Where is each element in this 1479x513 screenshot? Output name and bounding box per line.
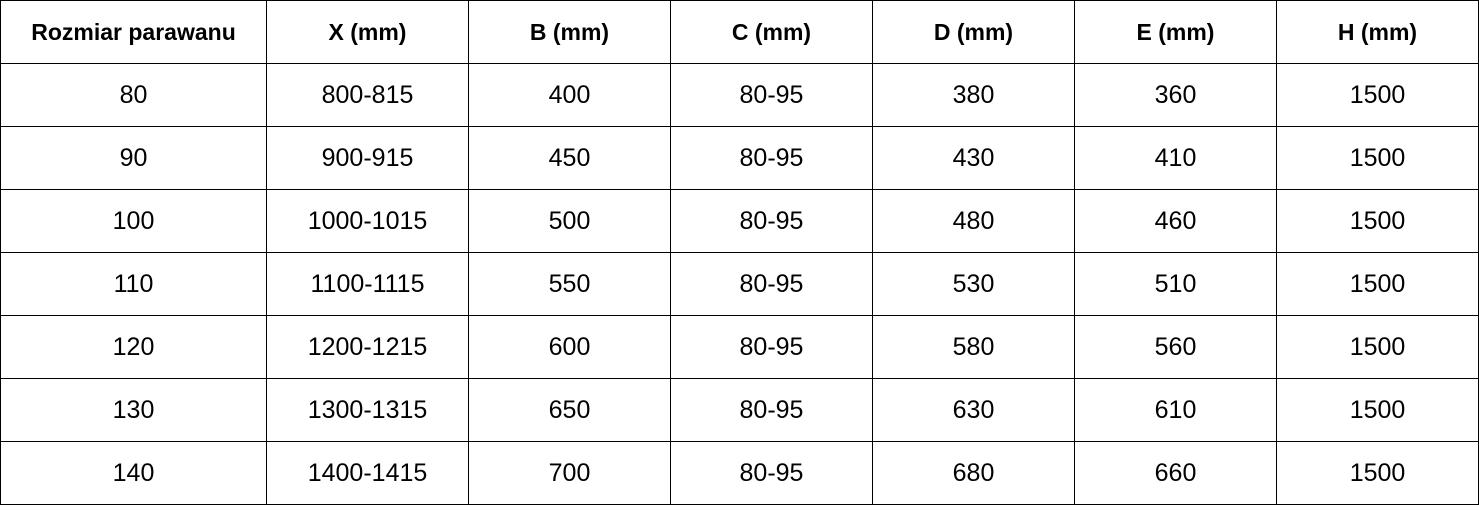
table-row: 140 1400-1415 700 80-95 680 660 1500 <box>0 441 1479 505</box>
table-cell: 1500 <box>1276 189 1479 253</box>
table-cell: 1100-1115 <box>266 252 469 316</box>
table-row: 80 800-815 400 80-95 380 360 1500 <box>0 63 1479 127</box>
table-cell: 660 <box>1074 441 1277 505</box>
table-cell: 560 <box>1074 315 1277 379</box>
table-cell: 1500 <box>1276 126 1479 190</box>
table-cell: 1000-1015 <box>266 189 469 253</box>
table-cell: 1500 <box>1276 252 1479 316</box>
table-cell: 80-95 <box>670 63 873 127</box>
table-cell: 460 <box>1074 189 1277 253</box>
table-cell: 680 <box>872 441 1075 505</box>
table-cell: 580 <box>872 315 1075 379</box>
table-cell: 1400-1415 <box>266 441 469 505</box>
table-cell: 410 <box>1074 126 1277 190</box>
table-cell: 1500 <box>1276 378 1479 442</box>
header-row: Rozmiar parawanu X (mm) B (mm) C (mm) D (mm)… <box>0 0 1479 64</box>
table-row: 110 1100-1115 550 80-95 530 510 1500 <box>0 252 1479 316</box>
table-cell: 500 <box>468 189 671 253</box>
column-header: E (mm) <box>1074 0 1277 64</box>
table-cell: 450 <box>468 126 671 190</box>
table-row: 130 1300-1315 650 80-95 630 610 1500 <box>0 378 1479 442</box>
table-row: 100 1000-1015 500 80-95 480 460 1500 <box>0 189 1479 253</box>
table-cell: 80-95 <box>670 441 873 505</box>
column-header: C (mm) <box>670 0 873 64</box>
table-cell: 400 <box>468 63 671 127</box>
column-header: B (mm) <box>468 0 671 64</box>
table-cell: 650 <box>468 378 671 442</box>
table-cell: 430 <box>872 126 1075 190</box>
table-cell: 80-95 <box>670 252 873 316</box>
column-header: D (mm) <box>872 0 1075 64</box>
table-cell: 900-915 <box>266 126 469 190</box>
table-cell: 110 <box>0 252 267 316</box>
table-cell: 80 <box>0 63 267 127</box>
table-cell: 80-95 <box>670 378 873 442</box>
table-cell: 80-95 <box>670 315 873 379</box>
table-cell: 600 <box>468 315 671 379</box>
table-cell: 140 <box>0 441 267 505</box>
table-cell: 1500 <box>1276 441 1479 505</box>
table-cell: 80-95 <box>670 126 873 190</box>
column-header: X (mm) <box>266 0 469 64</box>
table-row: 120 1200-1215 600 80-95 580 560 1500 <box>0 315 1479 379</box>
table-cell: 80-95 <box>670 189 873 253</box>
table-cell: 130 <box>0 378 267 442</box>
table-cell: 550 <box>468 252 671 316</box>
table-cell: 700 <box>468 441 671 505</box>
table-cell: 1200-1215 <box>266 315 469 379</box>
table-cell: 120 <box>0 315 267 379</box>
table-cell: 380 <box>872 63 1075 127</box>
column-header: H (mm) <box>1276 0 1479 64</box>
table-row: 90 900-915 450 80-95 430 410 1500 <box>0 126 1479 190</box>
table-cell: 1500 <box>1276 63 1479 127</box>
table-cell: 610 <box>1074 378 1277 442</box>
table-cell: 480 <box>872 189 1075 253</box>
table-cell: 530 <box>872 252 1075 316</box>
table-cell: 630 <box>872 378 1075 442</box>
table-cell: 1500 <box>1276 315 1479 379</box>
table-cell: 1300-1315 <box>266 378 469 442</box>
column-header: Rozmiar parawanu <box>0 0 267 64</box>
table-cell: 100 <box>0 189 267 253</box>
table-cell: 360 <box>1074 63 1277 127</box>
table-cell: 510 <box>1074 252 1277 316</box>
table-cell: 800-815 <box>266 63 469 127</box>
table-cell: 90 <box>0 126 267 190</box>
